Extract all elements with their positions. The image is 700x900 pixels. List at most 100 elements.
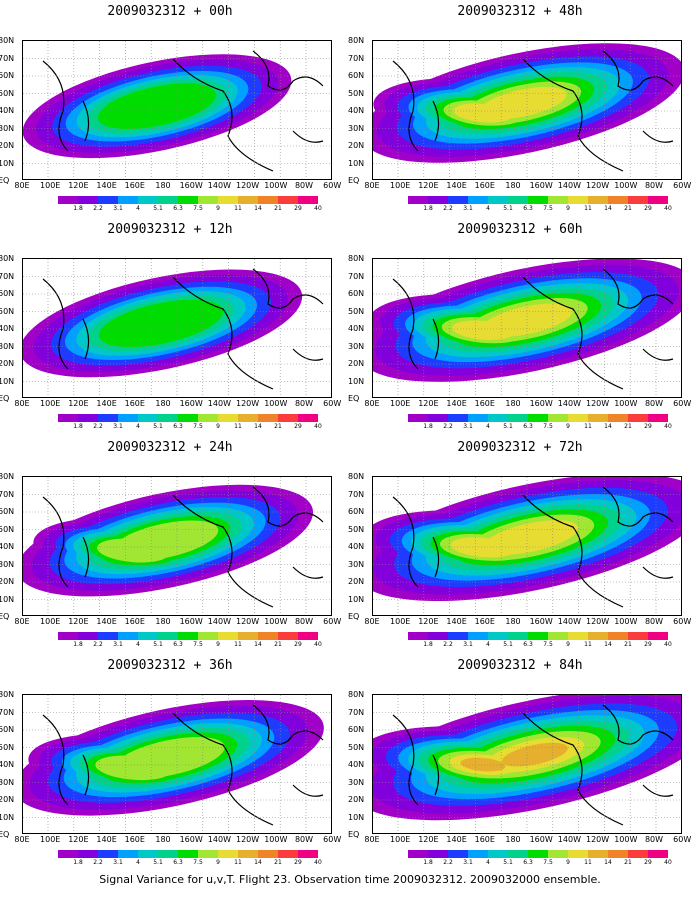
colorbar-swatch [198,414,218,422]
longitude-label: 140W [207,835,231,844]
longitude-label: 140E [446,617,467,626]
colorbar-label: 11 [234,205,242,212]
colorbar-swatch [528,850,548,858]
colorbar-label: 2.2 [443,423,453,430]
colorbar-swatch [448,632,468,640]
colorbar-swatch [198,850,218,858]
colorbar-swatch [628,850,648,858]
colorbar-label: 40 [664,423,672,430]
colorbar-swatch [468,196,488,204]
panel-title: 2009032312 + 36h [107,658,233,673]
latitude-label: 80N [0,472,15,481]
colorbar-label: 29 [644,205,652,212]
colorbar-label: 21 [624,205,632,212]
longitude-label: 140W [207,399,231,408]
longitude-label: 140E [446,181,467,190]
colorbar-swatch [428,632,448,640]
longitude-label: 120W [236,181,260,190]
variance-map [22,694,332,834]
latitude-label: 30N [348,341,365,351]
latitude-label: 50N [0,88,15,98]
latitude-label: 50N [348,306,365,316]
colorbar-swatch [448,414,468,422]
colorbar-swatch [568,632,588,640]
latitude-label: 30N [348,559,365,569]
colorbar-swatch [278,196,298,204]
colorbar-label: 5.1 [503,423,513,430]
latitude-label: 40N [0,542,15,551]
colorbar-label: 21 [274,859,282,866]
longitude-label: 80W [644,617,664,626]
colorbar-label: 40 [664,641,672,648]
colorbar-swatch [218,196,238,204]
colorbar-label: 2.2 [93,423,103,430]
colorbar [58,850,318,858]
longitude-label: 80E [364,399,380,408]
latitude-label: EQ [348,612,360,621]
colorbar-swatch [58,850,78,858]
longitude-label: 120W [586,617,610,626]
longitude-label: 120E [418,835,439,844]
colorbar-label: 4 [136,859,140,866]
latitude-label: 60N [348,71,365,80]
longitude-label: 80E [364,835,380,844]
latitude-label: 30N [0,341,15,351]
longitude-label: 120W [236,835,260,844]
colorbar-label: 9 [216,423,220,430]
longitude-label: 100W [264,399,288,408]
colorbar-swatch [628,414,648,422]
latitude-label: 30N [0,123,15,133]
colorbar-label: 21 [274,423,282,430]
latitude-label: 20N [0,141,15,150]
colorbar-swatch [218,632,238,640]
colorbar-label: 2.2 [443,641,453,648]
colorbar-label: 5.1 [153,859,163,866]
longitude-label: 120E [68,399,89,408]
longitude-label: 140E [96,181,117,190]
colorbar-label: 7.5 [543,641,553,648]
colorbar-label: 5.1 [503,205,513,212]
longitude-label: 80E [364,617,380,626]
longitude-label: 160W [529,399,553,408]
colorbar-swatch [258,196,278,204]
longitude-label: 120E [418,399,439,408]
longitude-label: 120W [236,617,260,626]
colorbar-swatch [468,414,488,422]
colorbar-swatch [628,632,648,640]
longitude-label: 140W [557,399,581,408]
longitude-label: 100E [390,617,411,626]
longitude-label: 120E [418,617,439,626]
longitude-label: 80W [644,181,664,190]
longitude-label: 120W [236,399,260,408]
latitude-label: 40N [348,760,365,769]
colorbar-swatch [488,850,508,858]
longitude-label: 100W [614,181,638,190]
colorbar-swatch [508,850,528,858]
colorbar-label: 14 [254,205,262,212]
colorbar-label: 2.2 [93,641,103,648]
colorbar-swatch [648,632,668,640]
longitude-label: 100W [614,835,638,844]
colorbar [58,414,318,422]
latitude-label: 10N [0,812,15,822]
latitude-label: 20N [0,577,15,586]
longitude-label: 180 [155,399,171,408]
colorbar-label: 4 [486,641,490,648]
colorbar-label: 11 [234,859,242,866]
colorbar-label: 14 [604,423,612,430]
longitude-label: 160W [179,181,203,190]
latitude-label: 30N [348,777,365,787]
latitude-label: 60N [0,71,15,80]
latitude-label: 70N [0,271,15,281]
latitude-label: 50N [0,524,15,534]
longitude-label: 100W [264,835,288,844]
colorbar-label: 4 [136,205,140,212]
latitude-label: 40N [348,106,365,115]
colorbar-swatch [298,196,318,204]
longitude-label: 100E [40,399,61,408]
longitude-label: 160E [474,617,495,626]
longitude-label: 180 [155,617,171,626]
colorbar-swatch [588,196,608,204]
longitude-label: 180 [505,835,521,844]
colorbar-swatch [158,414,178,422]
